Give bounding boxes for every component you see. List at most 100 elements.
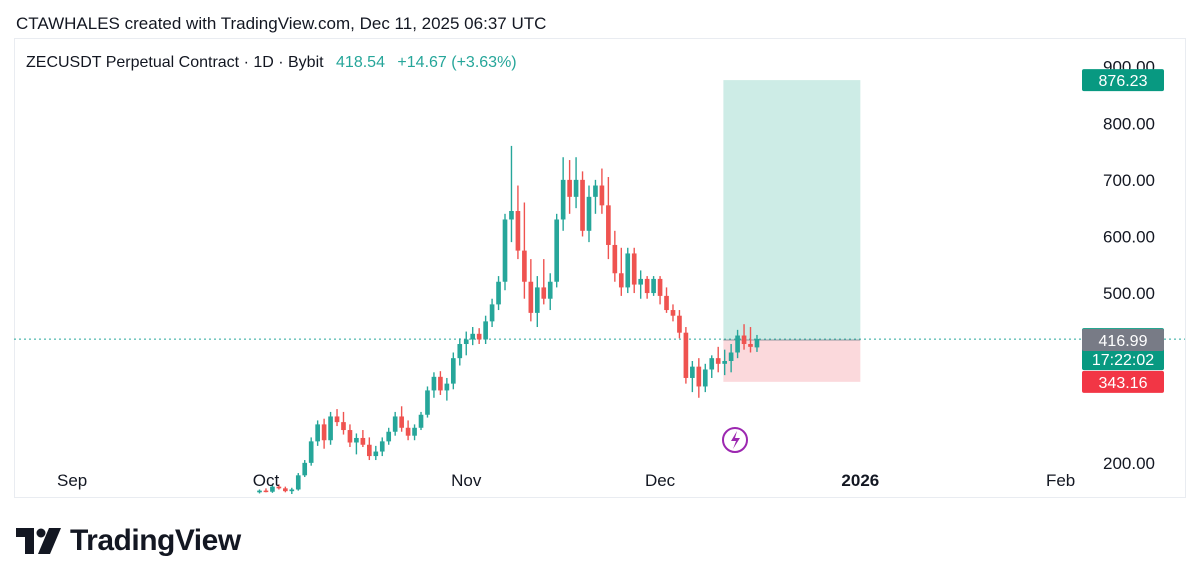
candle-body	[276, 486, 282, 489]
time-tick-label: Oct	[253, 471, 280, 490]
candle	[580, 171, 585, 237]
candle-body	[696, 366, 702, 387]
candle	[283, 486, 288, 493]
candle-body	[690, 366, 695, 378]
candle-body	[741, 335, 747, 345]
candle-body	[573, 179, 579, 197]
candle	[354, 433, 359, 455]
candle	[295, 473, 301, 491]
candle-body	[334, 416, 340, 423]
candle-body	[373, 451, 379, 457]
candle-body	[450, 358, 456, 384]
candle-body	[463, 339, 469, 345]
candle	[651, 276, 656, 296]
candle	[341, 411, 346, 435]
candle	[690, 360, 695, 393]
candle-body	[515, 210, 521, 251]
price-change: +14.67 (+3.63%)	[397, 54, 517, 71]
candle-body	[347, 430, 353, 443]
price-tag: 343.16	[1082, 370, 1164, 393]
candle-body	[638, 278, 644, 285]
candle	[386, 427, 392, 445]
candle	[618, 247, 624, 296]
candle	[470, 327, 476, 346]
candle	[528, 259, 534, 322]
event-marker[interactable]	[722, 427, 748, 453]
candle-body	[631, 253, 637, 285]
candle-body	[457, 344, 463, 359]
candle	[593, 179, 598, 214]
candle	[289, 487, 295, 494]
candle	[418, 411, 424, 431]
candle-body	[709, 358, 715, 370]
candle-body	[412, 427, 417, 436]
candle	[547, 273, 553, 311]
candle	[367, 437, 372, 461]
candle	[405, 420, 411, 441]
symbol-legend: ZECUSDT Perpetual Contract · 1D · Bybit …	[26, 54, 517, 72]
candle-body	[599, 185, 605, 206]
candle-body	[444, 383, 450, 391]
candle	[263, 488, 269, 493]
candle-body	[748, 344, 753, 347]
candle	[392, 411, 398, 436]
candle	[567, 160, 572, 214]
candle	[276, 484, 282, 490]
candle	[328, 411, 333, 445]
candle	[573, 157, 579, 209]
candle	[308, 437, 314, 466]
candle	[722, 349, 727, 376]
candle-body	[612, 244, 618, 274]
price-tick-label: 700.00	[1103, 171, 1155, 190]
candle-body	[360, 437, 366, 445]
candle	[657, 276, 663, 305]
time-axis: Sep Oct Nov Dec 2026 Feb	[57, 471, 1075, 490]
candle-body	[715, 358, 721, 364]
candle-body	[341, 422, 346, 431]
price-tag: 416.99	[1082, 329, 1164, 352]
candle	[321, 418, 327, 449]
candle	[431, 372, 437, 398]
candle	[702, 363, 708, 393]
candle-body	[541, 287, 547, 299]
price-tag-label: 416.99	[1099, 333, 1148, 350]
price-tag-label: 343.16	[1099, 375, 1148, 392]
candle-body	[270, 486, 275, 492]
candles	[257, 145, 760, 494]
candle-body	[606, 205, 611, 245]
candle-body	[354, 437, 359, 443]
candle	[515, 185, 521, 260]
candle-body	[528, 281, 534, 313]
symbol-name[interactable]: ZECUSDT Perpetual Contract · 1D · Bybit	[26, 54, 324, 71]
candle-body	[283, 488, 288, 492]
candle	[476, 328, 482, 345]
candle	[483, 315, 488, 345]
candle-body	[547, 281, 553, 299]
candle	[709, 355, 715, 378]
candle	[457, 338, 463, 366]
candle	[438, 371, 443, 395]
candle-body	[257, 490, 262, 493]
candle	[625, 247, 631, 294]
tradingview-logo[interactable]: TradingView	[16, 524, 241, 558]
candle	[741, 324, 747, 350]
candle-body	[735, 335, 740, 353]
chart-frame[interactable]	[14, 38, 1186, 498]
candle-body	[438, 376, 443, 391]
candle-body	[379, 441, 385, 452]
candle-body	[302, 462, 308, 476]
candle	[612, 230, 618, 282]
candle-body	[567, 179, 572, 197]
candle	[534, 276, 540, 328]
time-tick-label: Nov	[451, 471, 482, 490]
candle-body	[502, 219, 508, 282]
candle	[334, 409, 340, 427]
candle-body	[399, 416, 404, 428]
candle-body	[554, 219, 560, 282]
candle	[360, 430, 366, 448]
candle-body	[657, 278, 663, 296]
candle	[638, 270, 644, 299]
candle	[715, 346, 721, 373]
tradingview-wordmark: TradingView	[70, 524, 241, 557]
